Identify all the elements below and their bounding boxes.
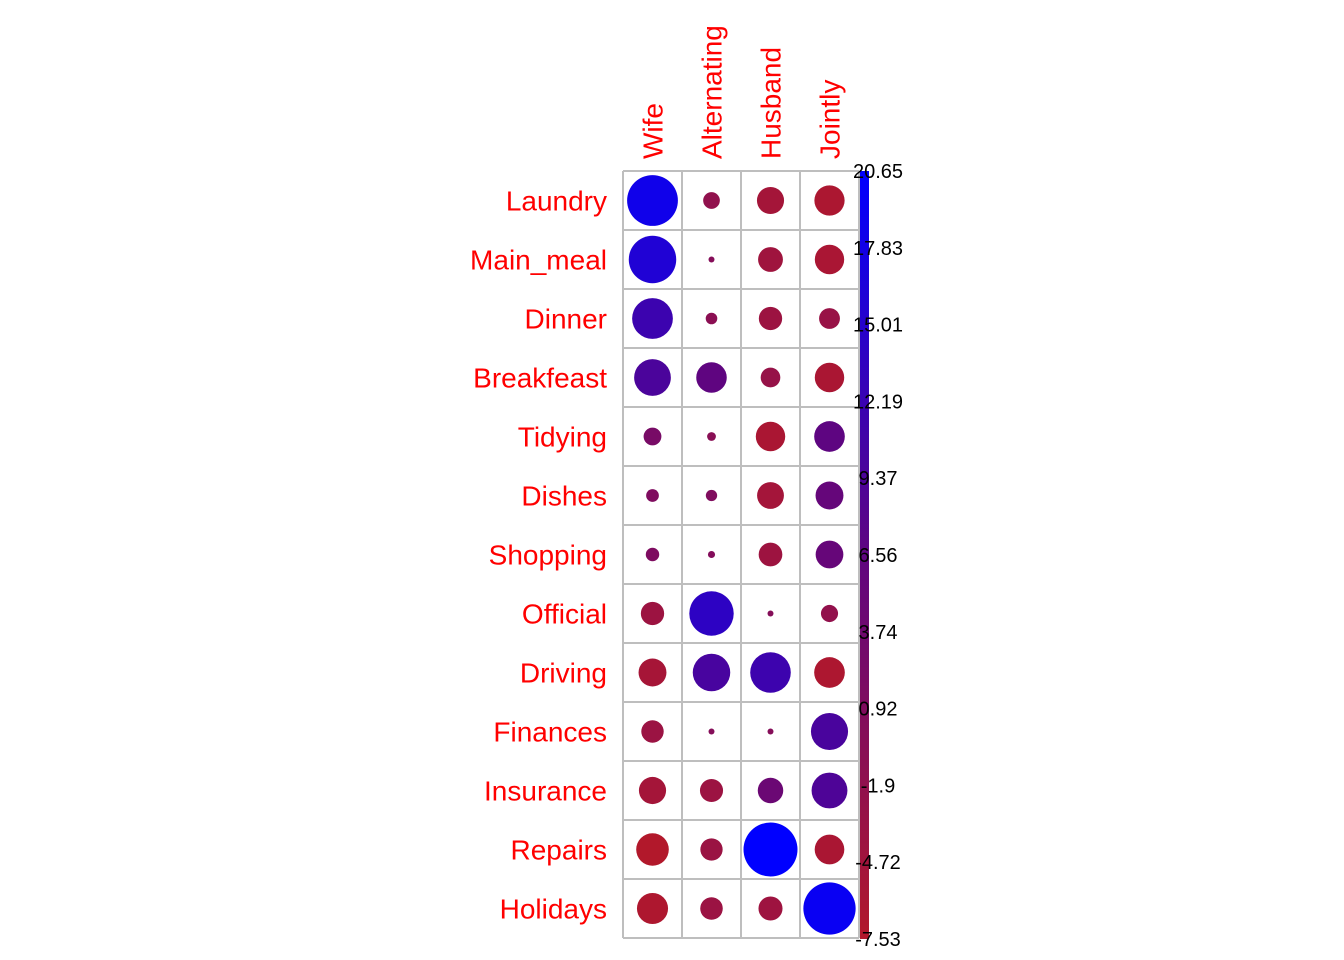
cell-circle-dishes-jointly xyxy=(815,481,844,510)
row-label: Dishes xyxy=(521,481,607,512)
cell-circle-holidays-alternating xyxy=(700,897,723,920)
chart-circles xyxy=(627,175,856,935)
row-label: Dinner xyxy=(525,304,607,335)
cell-circle-official-jointly xyxy=(820,604,839,623)
cell-circle-main-meal-wife xyxy=(628,235,677,284)
row-label: Holidays xyxy=(500,894,607,925)
row-label: Laundry xyxy=(506,186,607,217)
cell-circle-official-wife xyxy=(640,601,665,626)
column-label: Wife xyxy=(638,103,669,159)
cell-circle-finances-wife xyxy=(641,720,664,743)
cell-circle-breakfeast-jointly xyxy=(814,362,845,393)
row-label: Repairs xyxy=(511,835,607,866)
cell-circle-driving-alternating xyxy=(692,653,731,692)
row-label: Finances xyxy=(493,717,607,748)
column-label: Jointly xyxy=(815,80,846,159)
row-label: Main_meal xyxy=(470,245,607,276)
cell-circle-shopping-wife xyxy=(645,547,660,562)
cell-circle-dishes-wife xyxy=(646,489,659,502)
row-labels: Laundry Main_meal Dinner Breakfeast Tidying D… xyxy=(470,186,607,925)
colorbar-tick-label: 12.19 xyxy=(853,391,903,413)
colorbar-tick-label: 3.74 xyxy=(859,622,898,644)
cell-circle-driving-wife xyxy=(638,658,667,687)
row-label: Breakfeast xyxy=(473,363,607,394)
cell-circle-tidying-alternating xyxy=(707,432,716,441)
colorbar-gradient xyxy=(860,171,869,939)
chart-grid xyxy=(622,170,860,939)
colorbar-tick-label: 17.83 xyxy=(853,238,903,260)
cell-circle-laundry-wife xyxy=(627,175,678,226)
cell-circle-main-meal-husband xyxy=(758,247,783,272)
cell-circle-holidays-wife xyxy=(636,892,669,925)
row-label: Shopping xyxy=(489,540,607,571)
column-labels: Wife Alternating Husband Jointly xyxy=(638,25,846,159)
cell-circle-holidays-jointly xyxy=(803,882,856,935)
cell-circle-insurance-husband xyxy=(757,777,784,804)
row-label: Insurance xyxy=(484,776,607,807)
cell-circle-repairs-wife xyxy=(636,833,669,866)
cell-circle-insurance-jointly xyxy=(811,772,848,809)
cell-circle-tidying-jointly xyxy=(814,421,845,452)
cell-circle-driving-jointly xyxy=(814,657,845,688)
cell-circle-dishes-alternating xyxy=(705,489,718,502)
row-label: Official xyxy=(522,599,607,630)
cell-circle-finances-husband xyxy=(767,728,774,735)
cell-circle-laundry-jointly xyxy=(814,185,845,216)
cell-circle-dinner-husband xyxy=(758,306,783,331)
colorbar-tick-label: 9.37 xyxy=(859,468,898,490)
cell-circle-breakfeast-husband xyxy=(760,367,781,388)
colorbar-tick-label: 0.92 xyxy=(859,699,898,721)
row-label: Tidying xyxy=(518,422,607,453)
cell-circle-shopping-alternating xyxy=(707,550,716,559)
cell-circle-shopping-jointly xyxy=(815,540,844,569)
colorbar-tick-label: 20.65 xyxy=(853,161,903,183)
cell-circle-repairs-jointly xyxy=(814,834,845,865)
cell-circle-breakfeast-wife xyxy=(634,359,671,396)
cell-circle-tidying-husband xyxy=(755,421,786,452)
colorbar-tick-labels: 20.65 17.83 15.01 12.19 9.37 6.56 3.74 0.92 -1.9… xyxy=(853,161,903,951)
cell-circle-main-meal-alternating xyxy=(708,256,715,263)
cell-circle-shopping-husband xyxy=(758,542,783,567)
colorbar-tick-label: 15.01 xyxy=(853,315,903,337)
cell-circle-dishes-husband xyxy=(757,482,784,509)
cell-circle-holidays-husband xyxy=(758,896,783,921)
cell-circle-tidying-wife xyxy=(643,427,662,446)
row-label: Driving xyxy=(520,658,607,689)
cell-circle-dinner-wife xyxy=(632,298,673,339)
cell-circle-official-husband xyxy=(767,610,774,617)
cell-circle-laundry-alternating xyxy=(703,192,720,209)
cell-circle-main-meal-jointly xyxy=(814,244,845,275)
colorbar-tick-label: -4.72 xyxy=(855,852,901,874)
cell-circle-finances-jointly xyxy=(810,712,849,751)
cell-circle-laundry-husband xyxy=(756,186,785,215)
cell-circle-official-alternating xyxy=(689,591,734,636)
colorbar-tick-label: -7.53 xyxy=(855,929,901,951)
cell-circle-insurance-wife xyxy=(638,776,667,805)
colorbar: 20.65 17.83 15.01 12.19 9.37 6.56 3.74 0.92 -1.9… xyxy=(853,161,903,951)
cell-circle-repairs-alternating xyxy=(700,838,723,861)
cell-circle-dinner-jointly xyxy=(819,308,840,329)
cell-circle-repairs-husband xyxy=(743,822,798,877)
column-label: Husband xyxy=(756,47,787,159)
cell-circle-driving-husband xyxy=(750,652,791,693)
cell-circle-insurance-alternating xyxy=(699,778,724,803)
colorbar-tick-label: 6.56 xyxy=(859,545,898,567)
cell-circle-dinner-alternating xyxy=(705,312,718,325)
colorbar-tick-label: -1.9 xyxy=(861,775,895,797)
cell-circle-breakfeast-alternating xyxy=(696,362,727,393)
cell-circle-finances-alternating xyxy=(708,728,715,735)
column-label: Alternating xyxy=(697,25,728,159)
